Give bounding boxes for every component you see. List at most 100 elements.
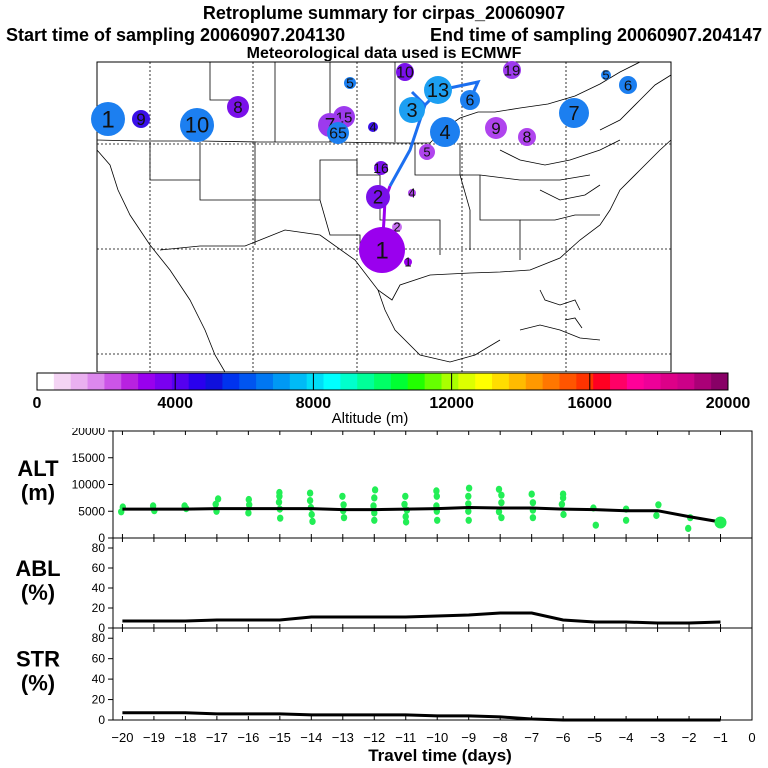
altitude-point bbox=[340, 514, 348, 522]
trajectory-cluster: 3 bbox=[399, 97, 425, 123]
cluster-number: 10 bbox=[185, 113, 209, 138]
cluster-number: 9 bbox=[136, 110, 145, 129]
cluster-marker bbox=[368, 122, 378, 132]
x-tick-label: 0 bbox=[748, 730, 755, 745]
trajectory-cluster: 7 bbox=[559, 98, 589, 128]
altitude-point bbox=[498, 499, 505, 507]
colorbar-cell bbox=[475, 373, 493, 390]
panel-frame bbox=[112, 627, 753, 721]
altitude-point bbox=[559, 490, 567, 498]
figure-title: Retroplume summary for cirpas_20060907 bbox=[202, 3, 566, 23]
x-tick-label: −9 bbox=[461, 730, 476, 745]
trajectory-cluster: 4 bbox=[430, 117, 460, 147]
altitude-point bbox=[529, 514, 537, 522]
colorbar-tick-label: 4000 bbox=[157, 395, 193, 412]
colorbar-cell bbox=[593, 373, 611, 390]
colorbar-cell bbox=[407, 373, 426, 390]
x-tick-label: −11 bbox=[395, 730, 416, 745]
altitude-point bbox=[339, 492, 346, 500]
cluster-marker bbox=[359, 227, 405, 273]
colorbar-cell bbox=[542, 373, 560, 390]
cluster-number: 9 bbox=[491, 119, 500, 138]
cluster-number: 1 bbox=[101, 106, 114, 133]
trajectory-cluster: 16 bbox=[373, 160, 389, 176]
x-tick-label: −5 bbox=[587, 730, 602, 745]
cluster-marker bbox=[419, 144, 435, 160]
altitude-point bbox=[306, 497, 314, 505]
colorbar-cell bbox=[222, 373, 240, 390]
altitude-point bbox=[465, 516, 472, 524]
cluster-marker bbox=[392, 222, 402, 232]
cluster-marker bbox=[132, 110, 150, 128]
trajectory-cluster: 2 bbox=[392, 220, 402, 235]
y-axis-label: STR bbox=[16, 647, 60, 672]
y-tick-label: 40 bbox=[92, 581, 106, 595]
cluster-number: 10 bbox=[396, 65, 414, 82]
cluster-marker bbox=[424, 76, 452, 104]
trajectory-cluster: 5 bbox=[601, 68, 611, 83]
series-line bbox=[122, 711, 721, 722]
altitude-point bbox=[495, 508, 503, 516]
colorbar-cell bbox=[53, 373, 72, 390]
trajectory-cluster: 10 bbox=[180, 108, 214, 142]
x-tick-label: −20 bbox=[111, 730, 133, 745]
cluster-number: 4 bbox=[439, 122, 450, 144]
cluster-number: 5 bbox=[423, 145, 430, 160]
altitude-point bbox=[465, 492, 472, 500]
end-time-label: End time of sampling 20060907.204147 bbox=[430, 25, 763, 45]
y-axis-unit-label: (m) bbox=[21, 480, 55, 505]
cluster-number: 2 bbox=[373, 188, 384, 209]
altitude-point bbox=[402, 518, 410, 526]
cluster-marker bbox=[180, 108, 214, 142]
cluster-marker bbox=[399, 97, 425, 123]
altitude-point bbox=[558, 500, 566, 508]
trajectory-map: 1910851576541634524211987561910136 bbox=[91, 61, 672, 372]
y-tick-label: 0 bbox=[98, 531, 105, 545]
altitude-point bbox=[276, 488, 283, 497]
x-tick-label: −7 bbox=[524, 730, 539, 745]
colorbar-cell bbox=[154, 373, 173, 390]
x-tick-label: −19 bbox=[143, 730, 165, 745]
x-tick-label: −17 bbox=[206, 730, 228, 745]
colorbar-cell bbox=[610, 373, 628, 390]
y-axis-unit-label: (%) bbox=[21, 671, 55, 696]
y-tick-label: 20 bbox=[92, 693, 106, 707]
meteorological-data-label: Meteorological data used is ECMWF bbox=[246, 45, 522, 61]
x-tick-label: −12 bbox=[363, 730, 385, 745]
colorbar-cell bbox=[492, 373, 510, 390]
x-tick-label: −4 bbox=[619, 730, 634, 745]
altitude-point bbox=[340, 501, 347, 509]
panel-frame bbox=[112, 430, 753, 539]
cluster-number: 8 bbox=[233, 98, 242, 117]
time-series-panels: 05000100001500020000ALT(m)020406080ABL(%… bbox=[15, 428, 756, 765]
cluster-number: 2 bbox=[393, 220, 400, 235]
colorbar-cell bbox=[643, 373, 662, 390]
cluster-number: 16 bbox=[373, 160, 389, 176]
y-tick-label: 15000 bbox=[72, 451, 106, 465]
colorbar-cell bbox=[677, 373, 695, 390]
altitude-point bbox=[309, 517, 316, 525]
cluster-number: 8 bbox=[523, 130, 532, 147]
cluster-number: 5 bbox=[346, 75, 354, 91]
altitude-point bbox=[622, 516, 630, 524]
colorbar-cell bbox=[458, 373, 476, 390]
colorbar-cell bbox=[374, 373, 392, 390]
colorbar-cell bbox=[508, 373, 527, 390]
altitude-point bbox=[275, 498, 283, 506]
sampling-times-row: Start time of sampling 20060907.204130 E… bbox=[0, 25, 768, 47]
altitude-point bbox=[246, 501, 253, 509]
altitude-point bbox=[306, 489, 314, 497]
trajectory-cluster: 1 bbox=[91, 102, 125, 136]
colorbar-cells bbox=[37, 373, 729, 390]
cluster-marker bbox=[460, 90, 480, 110]
y-tick-label: 20000 bbox=[72, 428, 106, 438]
cluster-marker bbox=[396, 63, 414, 81]
cluster-number: 1 bbox=[404, 255, 411, 270]
cluster-marker bbox=[404, 258, 412, 266]
altitude-point bbox=[371, 486, 379, 494]
cluster-marker bbox=[601, 70, 611, 80]
colorbar-cell bbox=[660, 373, 678, 390]
altitude-point bbox=[401, 500, 408, 508]
y-tick-label: 60 bbox=[92, 652, 106, 666]
